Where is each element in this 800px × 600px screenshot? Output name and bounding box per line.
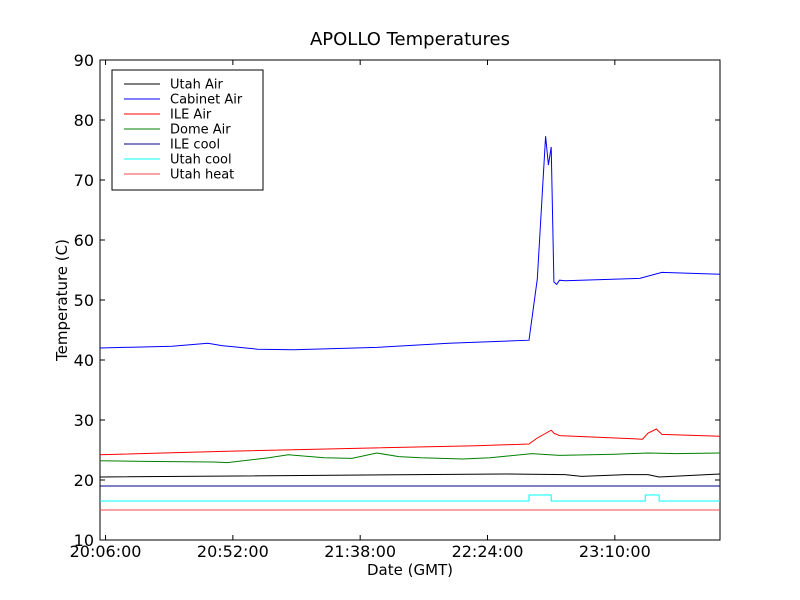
- x-tick-label: 20:06:00: [70, 542, 142, 561]
- legend-frame: [111, 69, 264, 191]
- y-tick-label: 80: [74, 111, 94, 130]
- y-axis-ticks: 10 20 30 40 50 60 70 80 90: [74, 51, 720, 550]
- legend-label-dome-air: Dome Air: [170, 123, 231, 138]
- series-lines: [99, 136, 721, 511]
- legend-label-cabinet-air: Cabinet Air: [170, 93, 243, 108]
- y-tick-label: 10: [74, 531, 94, 550]
- legend-label-utah-air: Utah Air: [170, 78, 223, 93]
- legend-label-utah-cool: Utah cool: [170, 153, 232, 168]
- y-tick-label: 50: [74, 291, 94, 310]
- x-axis-label: Date (GMT): [367, 561, 453, 579]
- y-tick-label: 60: [74, 231, 94, 250]
- legend-label-ile-cool: ILE cool: [170, 138, 220, 153]
- y-tick-label: 70: [74, 171, 94, 190]
- y-tick-label: 20: [74, 471, 94, 490]
- series-line-cabinet-air: [99, 136, 721, 351]
- legend-label-ile-air: ILE Air: [170, 108, 212, 123]
- x-tick-label: 22:24:00: [452, 542, 524, 561]
- chart-title: APOLLO Temperatures: [310, 29, 510, 50]
- series-line-utah-air: [99, 473, 721, 478]
- x-axis-ticks: 20:06:00 20:52:00 21:38:00 22:24:00 23:10:00: [70, 60, 651, 561]
- x-tick-label: 23:10:00: [579, 542, 651, 561]
- x-tick-label: 20:52:00: [197, 542, 269, 561]
- y-tick-label: 30: [74, 411, 94, 430]
- series-line-ile-air: [99, 428, 721, 456]
- y-axis-label: Temperature (C): [53, 239, 71, 362]
- y-tick-label: 40: [74, 351, 94, 370]
- legend-label-utah-heat: Utah heat: [170, 168, 234, 183]
- series-line-utah-cool: [100, 494, 720, 502]
- x-tick-label: 21:38:00: [324, 542, 396, 561]
- series-line-dome-air: [99, 452, 721, 464]
- y-tick-label: 90: [74, 51, 94, 70]
